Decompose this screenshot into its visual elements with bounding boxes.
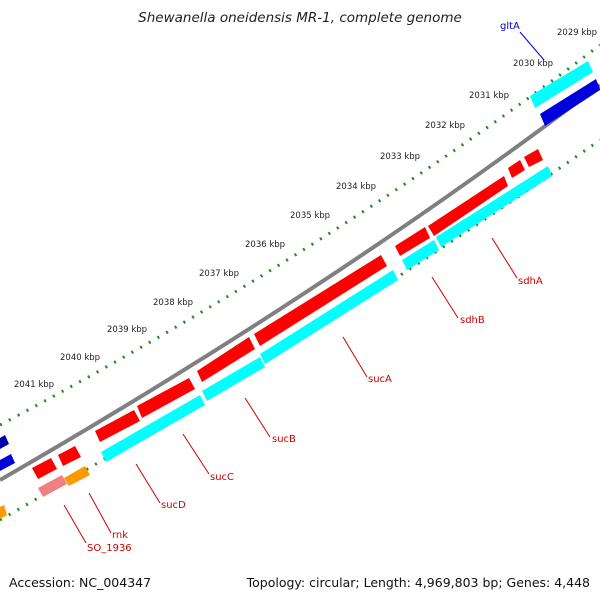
ruler-label: 2030 kbp [513, 59, 553, 69]
reverse-features [0, 61, 600, 519]
gene-arrow-sucB[interactable] [197, 337, 255, 382]
ruler-label: 2033 kbp [380, 152, 420, 162]
outer-ruler-dots [0, 43, 600, 427]
ruler-label: 2039 kbp [107, 325, 147, 335]
gene-arrow-sucD[interactable] [95, 410, 140, 442]
leader-line-sucA [342, 336, 368, 378]
gene-labels: gltA sdhA sdhB sucA sucB sucC sucD rnk S… [87, 21, 543, 554]
gene-arrow-sdhA[interactable] [428, 176, 508, 236]
feature-gltA-blue[interactable] [540, 79, 600, 126]
leader-line-gltA [519, 31, 545, 61]
leader-line-sdhA [491, 237, 518, 279]
cds-sdhA[interactable] [436, 166, 552, 247]
leader-line-rnk [88, 492, 112, 534]
ruler-label: 2038 kbp [153, 298, 193, 308]
gene-arrow-sucC[interactable] [137, 378, 195, 418]
gene-label-sucB[interactable]: sucB [272, 434, 296, 445]
gene-arrow-sdhB-part2[interactable] [508, 160, 525, 178]
gene-label-leaders [63, 31, 545, 544]
ruler-label: 2036 kbp [245, 240, 285, 250]
gene-arrow-SO_1936[interactable] [32, 458, 57, 479]
leader-line-sdhB [431, 276, 459, 319]
feature-SO_1936-pink[interactable] [38, 475, 67, 497]
feature-left-blue-1[interactable] [0, 435, 9, 449]
gene-label-sdhA[interactable]: sdhA [518, 276, 543, 287]
feature-left-orange[interactable] [0, 505, 7, 519]
map-title: Shewanella oneidensis MR-1, complete gen… [138, 10, 462, 26]
leader-line-sucC [182, 433, 210, 475]
gene-arrow-sdhB-part1[interactable] [395, 227, 430, 256]
gene-arrow-sucA[interactable] [254, 255, 387, 346]
leader-line-sucB [244, 397, 271, 438]
gene-label-gltA[interactable]: gltA [500, 21, 520, 32]
gene-label-sdhB[interactable]: sdhB [460, 315, 485, 326]
ruler-label: 2031 kbp [469, 91, 509, 101]
ruler-label: 2032 kbp [425, 121, 465, 131]
ruler-label: 2041 kbp [14, 380, 54, 390]
ruler-label: 2035 kbp [290, 211, 330, 221]
gene-label-sucD[interactable]: sucD [161, 500, 186, 511]
cds-gltA[interactable] [530, 61, 593, 108]
cds-sucA[interactable] [260, 270, 398, 364]
feature-rnk-orange[interactable] [64, 466, 90, 486]
leader-line-SO_1936 [63, 504, 87, 544]
ruler-label: 2029 kbp [557, 28, 597, 38]
ruler-label: 2040 kbp [60, 353, 100, 363]
gene-label-rnk[interactable]: rnk [112, 530, 128, 541]
cds-sdhB[interactable] [402, 240, 439, 270]
ruler-label: 2034 kbp [336, 182, 376, 192]
cds-sucB[interactable] [202, 357, 265, 401]
gene-label-sucC[interactable]: sucC [210, 472, 234, 483]
ruler-label: 2037 kbp [199, 269, 239, 279]
gene-arrow-sdhB-part3[interactable] [524, 149, 543, 167]
ruler-labels: 2029 kbp 2030 kbp 2031 kbp 2032 kbp 2033… [14, 28, 597, 390]
gene-label-SO_1936[interactable]: SO_1936 [87, 543, 132, 554]
cds-sucC-sucD[interactable] [101, 395, 205, 462]
feature-left-blue-2[interactable] [0, 454, 15, 471]
forward-genes [32, 149, 543, 479]
genome-backbone [0, 83, 600, 482]
accession-text: Accession: NC_004347 [9, 575, 152, 590]
gene-label-sucA[interactable]: sucA [368, 374, 392, 385]
gene-arrow-rnk[interactable] [58, 446, 81, 466]
leader-line-sucD [135, 463, 161, 504]
genome-summary-text: Topology: circular; Length: 4,969,803 bp… [246, 575, 590, 590]
